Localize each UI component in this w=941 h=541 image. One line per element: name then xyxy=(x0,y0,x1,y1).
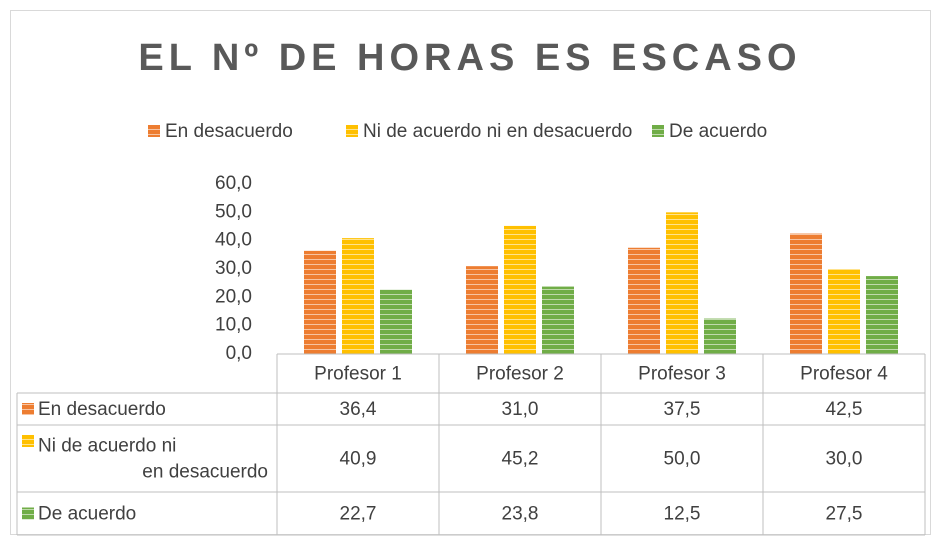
y-tick-label: 60,0 xyxy=(215,173,252,194)
table-value: 30,0 xyxy=(826,449,863,470)
x-tick-label: Profesor 4 xyxy=(800,364,888,385)
table-row-label: En desacuerdo xyxy=(38,399,166,420)
table-value: 50,0 xyxy=(664,449,701,470)
table-row-label: De acuerdo xyxy=(38,504,136,525)
y-tick-label: 0,0 xyxy=(226,343,252,364)
bar xyxy=(828,269,860,354)
table-value: 37,5 xyxy=(664,399,701,420)
y-tick-label: 10,0 xyxy=(215,315,252,336)
table-value: 40,9 xyxy=(340,449,377,470)
legend-swatch xyxy=(652,125,664,137)
bar xyxy=(542,286,574,354)
x-tick-label: Profesor 1 xyxy=(314,364,402,385)
table-value: 27,5 xyxy=(826,504,863,525)
legend-swatch xyxy=(148,125,160,137)
table-value: 36,4 xyxy=(340,399,377,420)
y-tick-label: 30,0 xyxy=(215,258,252,279)
bar xyxy=(704,318,736,354)
table-swatch xyxy=(22,435,34,447)
x-tick-label: Profesor 2 xyxy=(476,364,564,385)
table-value: 31,0 xyxy=(502,399,539,420)
bar xyxy=(628,247,660,354)
legend-swatch xyxy=(346,125,358,137)
chart-title: EL Nº DE HORAS ES ESCASO xyxy=(138,37,801,79)
table-swatch xyxy=(22,403,34,415)
bar xyxy=(466,266,498,354)
bar xyxy=(504,225,536,354)
y-tick-label: 40,0 xyxy=(215,230,252,251)
bar xyxy=(666,212,698,354)
y-tick-label: 50,0 xyxy=(215,201,252,222)
y-tick-label: 20,0 xyxy=(215,286,252,307)
legend-label: De acuerdo xyxy=(669,121,767,142)
table-value: 23,8 xyxy=(502,504,539,525)
table-value: 12,5 xyxy=(664,504,701,525)
legend-label: Ni de acuerdo ni en desacuerdo xyxy=(363,121,632,142)
x-tick-label: Profesor 3 xyxy=(638,364,726,385)
bar xyxy=(304,250,336,354)
bar xyxy=(380,289,412,354)
bar xyxy=(342,238,374,354)
table-row-label: Ni de acuerdo ni en desacuerdo xyxy=(38,436,268,483)
table-value: 42,5 xyxy=(826,399,863,420)
table-value: 22,7 xyxy=(340,504,377,525)
table-swatch xyxy=(22,507,34,520)
bar xyxy=(866,276,898,354)
bar xyxy=(790,233,822,354)
legend-label: En desacuerdo xyxy=(165,121,293,142)
table-value: 45,2 xyxy=(502,449,539,470)
